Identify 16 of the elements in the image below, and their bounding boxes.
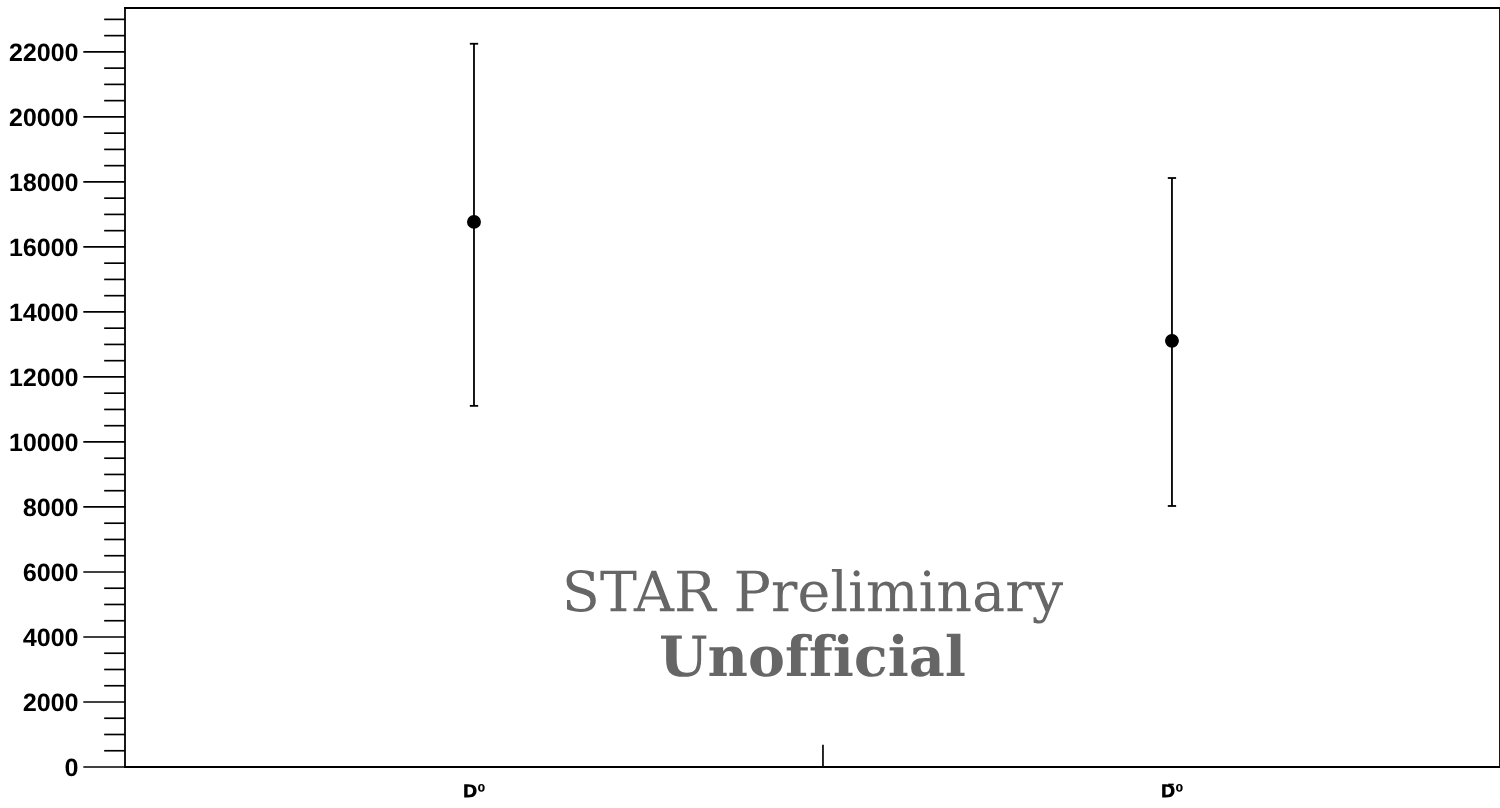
y-tick-label: 2000 — [23, 693, 78, 712]
y-tick-label: 4000 — [23, 628, 78, 647]
y-tick-label: 20000 — [9, 108, 78, 127]
y-tick-label: 10000 — [10, 433, 78, 452]
y-tick-label: 18000 — [10, 173, 78, 192]
y-tick-label: 0 — [65, 758, 78, 777]
x-tick-label: D̄⁰ — [1162, 783, 1183, 798]
annotation: Unofficial — [660, 633, 965, 677]
y-tick-label: 16000 — [10, 238, 78, 257]
y-tick-label: 12000 — [10, 368, 78, 387]
x-tick-label: D⁰ — [464, 783, 485, 798]
y-tick-label: 22000 — [9, 43, 78, 62]
y-tick-label: 14000 — [10, 303, 78, 322]
annotation: STAR Preliminary — [566, 568, 1063, 624]
y-tick-label: 6000 — [23, 563, 78, 582]
y-tick-label: 8000 — [23, 498, 78, 517]
